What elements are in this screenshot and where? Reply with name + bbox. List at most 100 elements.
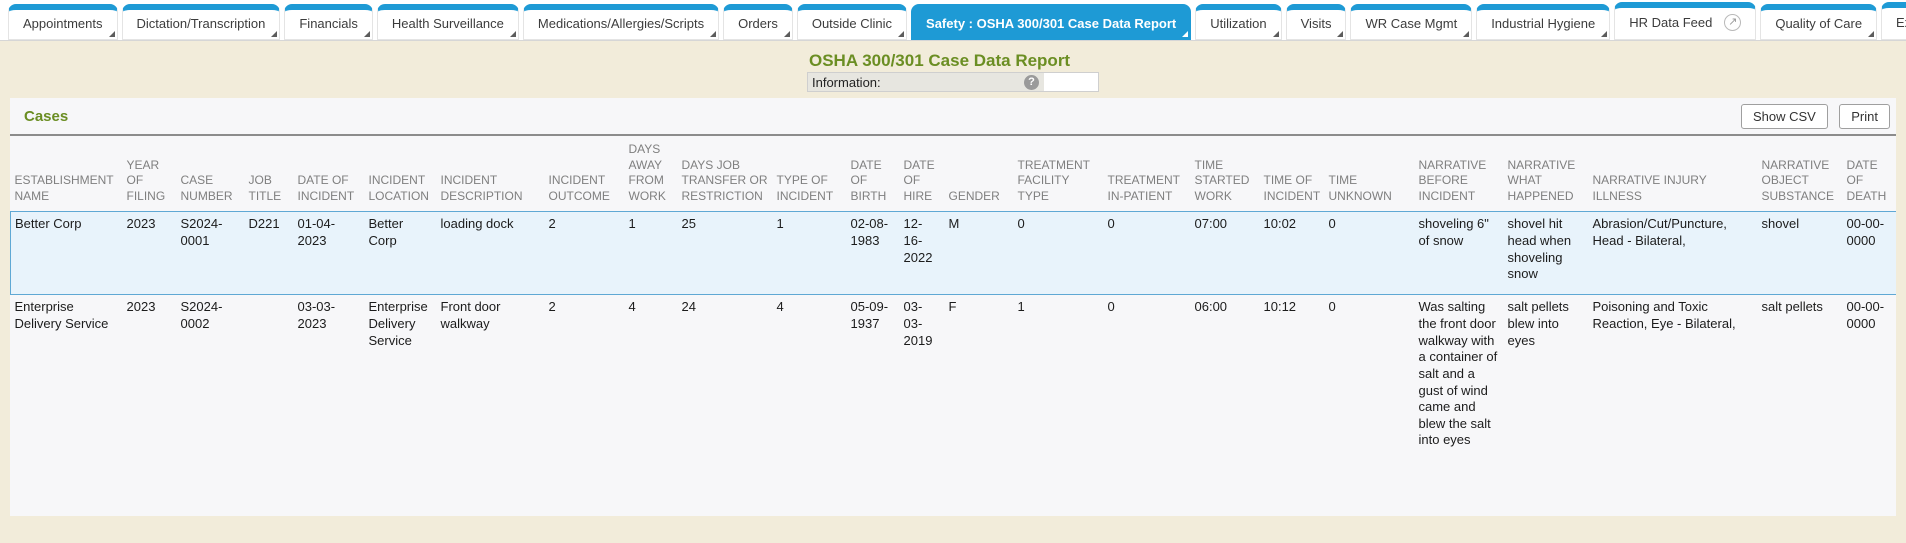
table-cell: S2024-0002 [180,299,223,331]
column-header: JOB TITLE [248,173,282,203]
tab-utilization[interactable]: Utilization [1195,4,1282,40]
tab-medications-allergies-scripts[interactable]: Medications/Allergies/Scripts [522,4,720,40]
table-cell: Was salting the front door walkway with … [1418,299,1498,448]
column-header: NARRATIVE WHAT HAPPENED [1507,157,1576,203]
table-cell: 03-03-2023 [297,299,336,331]
tab-label: Utilization [1210,16,1267,31]
column-header: DATE OF HIRE [903,157,935,203]
information-label: Information: [812,74,881,90]
table-cell: 07:00 [1194,211,1264,296]
column-header: TYPE OF INCIDENT [776,173,834,203]
column-header: DATE OF BIRTH [850,157,887,203]
tab-label: Quality of Care [1775,16,1863,31]
table-cell: 4 [776,299,784,315]
tab-wr-case-mgmt[interactable]: WR Case Mgmt [1350,4,1473,40]
table-cell: 1 [628,211,682,296]
table-cell: salt pellets [1761,299,1823,315]
table-cell: Abrasion/Cut/Puncture, Head - Bilateral, [1592,211,1762,296]
column-header: NARRATIVE BEFORE INCIDENT [1418,157,1487,203]
table-cell: 2023 [126,299,156,315]
tab-hr-data-feed[interactable]: HR Data Feed ↗ [1614,2,1757,40]
table-cell: F [948,299,957,315]
column-header: DATE OF INCIDENT [297,173,355,203]
table-cell: 03-03-2019 [903,299,933,348]
table-cell: Front door walkway [440,299,501,331]
tab-industrial-hygiene[interactable]: Industrial Hygiene [1476,4,1611,40]
tab-label: Industrial Hygiene [1491,16,1596,31]
table-cell: D221 [248,211,298,296]
tab-appointments[interactable]: Appointments [8,4,118,40]
column-header: INCIDENT LOCATION [368,173,429,203]
table-cell: 2 [548,299,556,315]
tab-menu-caret-icon [271,31,278,37]
table-cell: Poisoning and Toxic Reaction, Eye - Bila… [1592,299,1736,331]
tab-bar: Appointments Dictation/Transcription Finan… [0,0,1906,41]
tab-quality-of-care[interactable]: Quality of Care [1760,4,1878,40]
cases-panel-header: Cases Show CSV Print [10,98,1896,134]
tab-orders[interactable]: Orders [723,4,793,40]
table-cell: 05-09-1937 [850,299,889,331]
table-cell: 12-16-2022 [903,211,949,296]
table-row[interactable]: Better Corp 2023 S2024-0001 D221 01-04-2023 B… [10,211,1896,296]
tab-label: HR Data Feed [1629,15,1713,30]
column-header: DAYS AWAY FROM WORK [628,142,666,203]
section-divider [10,134,1896,136]
tab-menu-caret-icon [1601,31,1608,37]
column-header: INCIDENT OUTCOME [548,173,610,203]
table-cell: 10:12 [1263,299,1297,315]
tab-label: WR Case Mgmt [1365,16,1458,31]
tab-safety-osha-300-301-case-data-report[interactable]: Safety : OSHA 300/301 Case Data Report [911,4,1192,40]
table-cell: 0 [1107,211,1195,296]
table-cell: 0 [1107,299,1115,315]
help-icon[interactable]: ? [1024,74,1039,90]
cases-panel: Cases Show CSV Print ESTABLISHMENT NAME Y… [10,98,1896,516]
page-background: OSHA 300/301 Case Data Report Informatio… [0,51,1906,516]
table-cell: salt pellets blew into eyes [1507,299,1569,348]
table-header-row: ESTABLISHMENT NAME YEAR OF FILING CASE NUM… [11,140,1897,212]
table-cell: Better Corp [368,211,441,296]
tab-menu-caret-icon [1463,31,1470,37]
tab-dictation-transcription[interactable]: Dictation/Transcription [121,4,281,40]
tab-visits[interactable]: Visits [1285,4,1347,40]
print-button[interactable]: Print [1839,104,1890,129]
tab-menu-caret-icon [1272,31,1279,37]
cases-table: ESTABLISHMENT NAME YEAR OF FILING CASE NUM… [10,140,1896,453]
table-cell: 06:00 [1194,299,1228,315]
table-cell: shovel hit head when shoveling snow [1507,211,1593,296]
table-cell: M [948,211,1018,296]
table-cell: shovel [1761,211,1847,296]
tab-label: Orders [738,16,778,31]
table-cell: shoveling 6" of snow [1418,211,1508,296]
tab-financials[interactable]: Financials [284,4,373,40]
tab-label: Safety : OSHA 300/301 Case Data Report [926,16,1177,31]
table-cell: loading dock [440,211,549,296]
table-cell: Better Corp [10,211,127,296]
tab-menu-caret-icon [898,31,905,37]
table-cell: 0 [1328,299,1336,315]
tab-label: Dictation/Transcription [136,16,266,31]
table-cell: 00-00-0000 [1846,211,1896,296]
report-title-block: OSHA 300/301 Case Data Report Informatio… [807,51,1099,92]
tab-outside-clinic[interactable]: Outside Clinic [796,4,908,40]
tab-menu-caret-icon [509,31,516,37]
show-csv-button[interactable]: Show CSV [1740,104,1828,129]
table-cell: Enterprise Delivery Service [14,299,109,331]
tab-menu-caret-icon [1182,31,1189,37]
tab-health-surveillance[interactable]: Health Surveillance [376,4,519,40]
tab-menu-caret-icon [1868,31,1875,37]
tab-executive-dashboard[interactable]: Executive Dashboard↗ [1881,2,1906,40]
tab-menu-caret-icon [108,31,115,37]
table-cell: Enterprise Delivery Service [368,299,428,348]
table-cell: 24 [681,299,696,315]
table-cell: 25 [681,211,777,296]
tab-menu-caret-icon [1337,31,1344,37]
column-header: GENDER [948,188,1000,203]
table-row[interactable]: Enterprise Delivery Service 2023 S2024-000… [11,295,1897,453]
information-value-box[interactable] [1044,73,1098,91]
table-cell: S2024-0001 [180,211,249,296]
tab-label: Visits [1300,16,1332,31]
table-cell: 0 [1328,211,1419,296]
column-header: INCIDENT DESCRIPTION [440,173,523,203]
tab-label: Financials [299,16,358,31]
tab-label: Outside Clinic [811,16,893,31]
